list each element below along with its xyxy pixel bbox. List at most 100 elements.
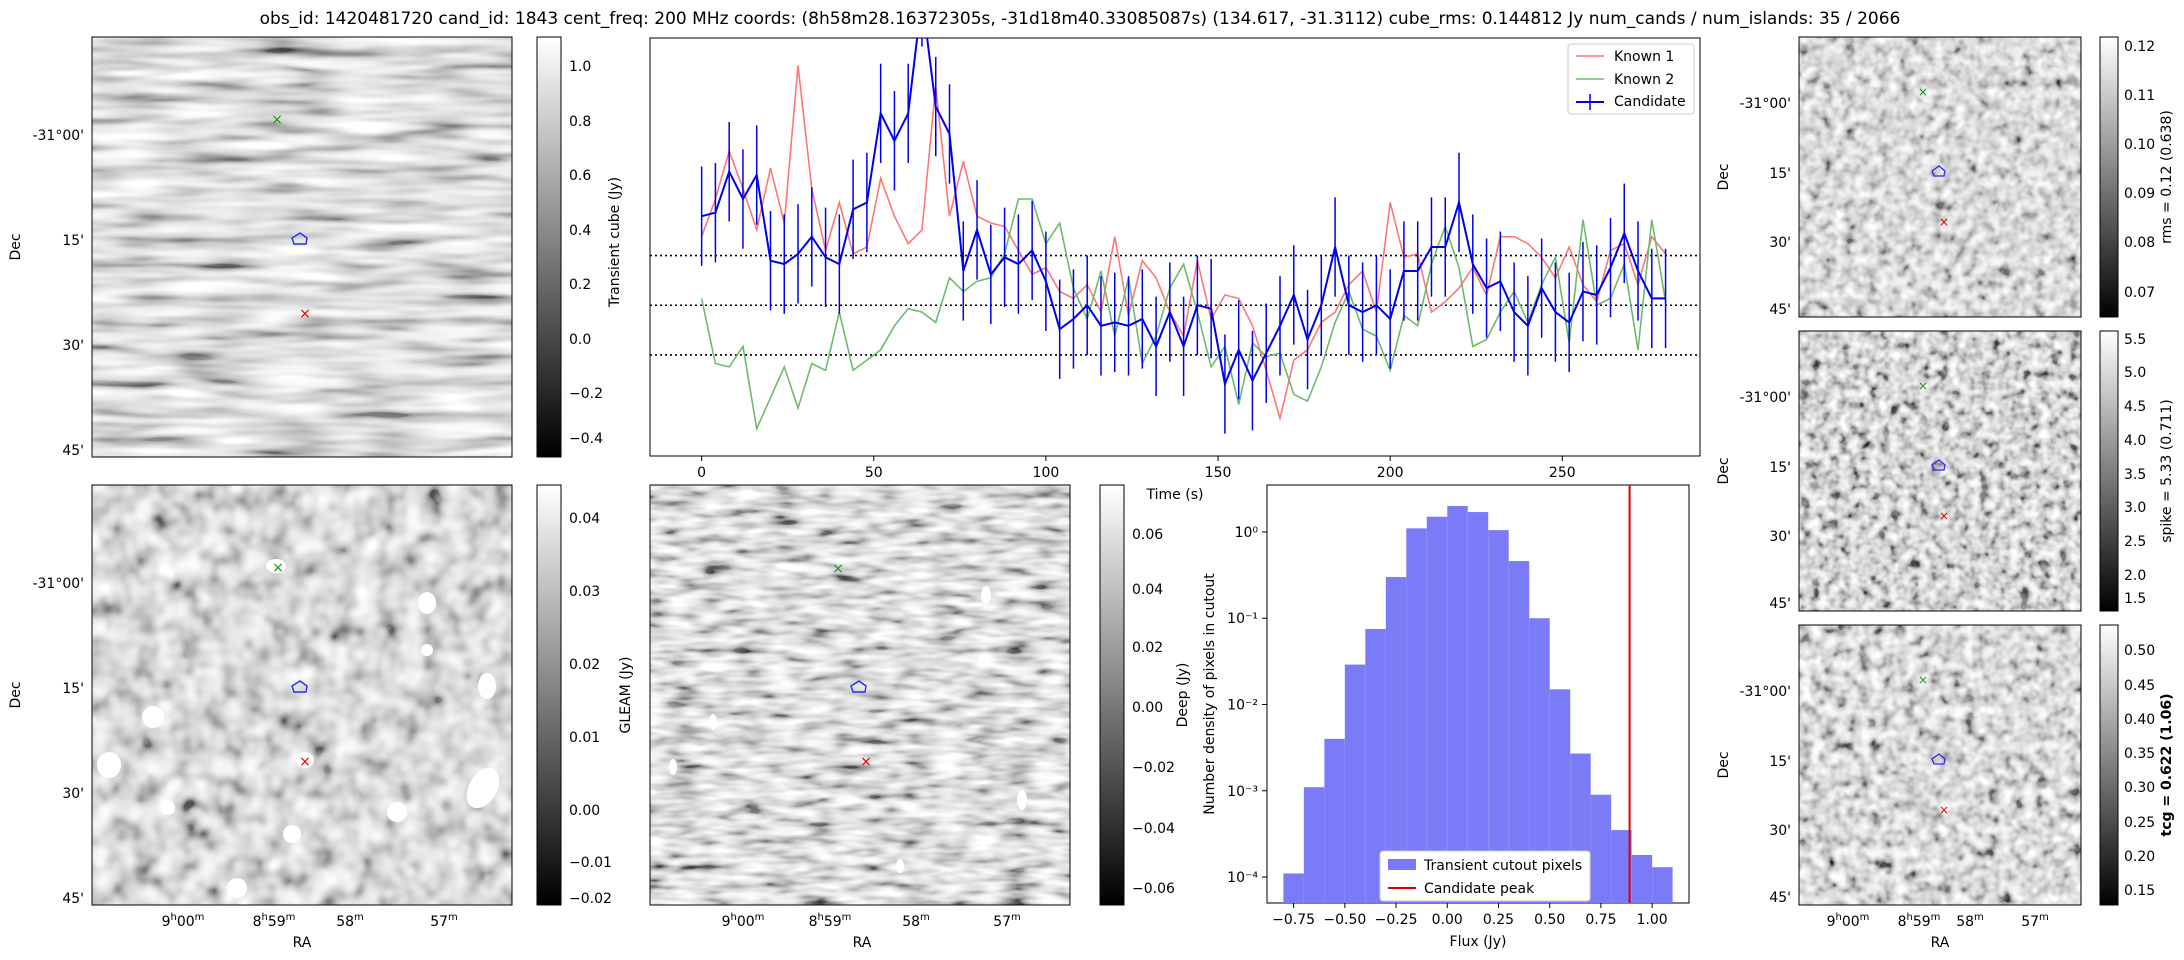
y-tick-label: 10⁻² xyxy=(1227,697,1258,713)
x-tick-label: −0.50 xyxy=(1323,912,1366,928)
dec-tick-label: 15' xyxy=(62,233,84,249)
dec-tick-label: 15' xyxy=(1769,754,1791,770)
colorbar-tick: 3.5 xyxy=(2124,467,2146,483)
x-tick-label: 0.50 xyxy=(1534,912,1565,928)
colorbar-tick: 0.20 xyxy=(2124,849,2155,865)
colorbar-tick: 2.5 xyxy=(2124,534,2146,550)
colorbar-tick: 4.5 xyxy=(2124,399,2146,415)
x-tick-label: 150 xyxy=(1205,465,1232,481)
deep-image xyxy=(650,485,1070,905)
ra-tick-label: 58m xyxy=(1956,912,1984,930)
candidate-beam-marker xyxy=(850,680,867,693)
known-source-marker: × xyxy=(832,561,844,577)
y-tick-label: 10⁻¹ xyxy=(1227,611,1258,627)
colorbar-tick: 0.11 xyxy=(2124,88,2155,104)
colorbar-label: rms = 0.12 (0.638) xyxy=(2159,110,2175,244)
histogram-chart: −0.75 −0.50 −0.25 0.00 0.25 0.50 0.75 1.00 10⁰ 10… xyxy=(1202,484,1690,950)
histogram-bar xyxy=(1529,618,1550,903)
x-tick-label: 1.00 xyxy=(1637,912,1668,928)
legend-entry-known1: Known 1 xyxy=(1614,49,1674,65)
dec-tick-label: -31°00' xyxy=(32,128,84,144)
histogram-bar xyxy=(1365,628,1386,903)
gleam-source xyxy=(418,592,436,614)
x-tick-label: −0.25 xyxy=(1375,912,1418,928)
colorbar-tick: 0.06 xyxy=(1132,527,1163,543)
gleam-colorbar: 0.04 0.03 0.02 0.01 0.00 −0.01 −0.02 GLE… xyxy=(536,484,634,907)
dec-tick-label: 15' xyxy=(1769,460,1791,476)
histogram-bar xyxy=(1283,873,1304,903)
histogram-bar xyxy=(1611,830,1632,903)
colorbar-tick: 0.07 xyxy=(2124,285,2155,301)
lightcurve-chart: 0 50 100 150 200 250 Time (s) Known 1 Known 2… xyxy=(649,37,1701,503)
legend-entry-known2: Known 2 xyxy=(1614,72,1674,88)
gleam-source xyxy=(227,878,247,898)
colorbar-tick: 0.10 xyxy=(2124,137,2155,153)
ra-tick-label: 9h00m xyxy=(722,912,765,930)
tcg-image xyxy=(1799,625,2081,905)
histogram-bar xyxy=(1344,664,1366,903)
x-tick-label: 250 xyxy=(1549,465,1576,481)
candidate-position-marker: × xyxy=(299,306,311,322)
lightcurve-xlabel: Time (s) xyxy=(1146,487,1204,503)
histogram-bar xyxy=(1508,561,1530,903)
colorbar-tick: 0.12 xyxy=(2124,39,2155,55)
gleam-source xyxy=(283,825,301,843)
dec-axis-label: Dec xyxy=(1716,457,1732,484)
ra-tick-label: 57m xyxy=(430,912,458,930)
dec-tick-label: 30' xyxy=(1769,529,1791,545)
histogram-bar xyxy=(1488,530,1509,903)
colorbar-tick: −0.02 xyxy=(569,891,612,907)
dec-tick-label: 30' xyxy=(1769,235,1791,251)
colorbar-tick: 4.0 xyxy=(2124,433,2146,449)
histogram-bar xyxy=(1324,738,1345,903)
ra-tick-label: 8h59m xyxy=(809,912,852,930)
gleam-source xyxy=(97,752,121,778)
dec-tick-label: -31°00' xyxy=(1739,684,1791,700)
candidate-beam-marker xyxy=(1931,459,1946,471)
colorbar-tick: 0.03 xyxy=(569,584,600,600)
colorbar-tick: 2.0 xyxy=(2124,568,2146,584)
dec-tick-label: 45' xyxy=(62,443,84,459)
colorbar-tick: 0.4 xyxy=(569,223,591,239)
colorbar-tick: 0.15 xyxy=(2124,883,2155,899)
legend-entry-peak: Candidate peak xyxy=(1424,881,1535,897)
candidate-position-marker: × xyxy=(860,754,872,770)
colorbar-tick: 1.0 xyxy=(569,59,591,75)
candidate-position-marker: × xyxy=(1939,215,1949,229)
colorbar-tick: 0.50 xyxy=(2124,643,2155,659)
colorbar-tick: 0.6 xyxy=(569,168,591,184)
gleam-image xyxy=(92,485,512,905)
colorbar-label: Deep (Jy) xyxy=(1175,663,1191,728)
colorbar-tick: 0.02 xyxy=(569,657,600,673)
deep-source xyxy=(1017,790,1027,810)
deep-colorbar: 0.06 0.04 0.02 0.00 −0.02 −0.04 −0.06 De… xyxy=(1099,484,1191,906)
colorbar-tick: 0.40 xyxy=(2124,712,2155,728)
colorbar-tick: 0.8 xyxy=(569,114,591,130)
x-tick-label: −0.75 xyxy=(1272,912,1315,928)
candidate-position-marker: × xyxy=(299,754,311,770)
y-tick-label: 10⁻³ xyxy=(1227,784,1258,800)
colorbar-tick: 0.00 xyxy=(1132,700,1163,716)
colorbar-tick: 0.04 xyxy=(569,511,600,527)
deep-source xyxy=(981,586,991,604)
dec-tick-label: 45' xyxy=(1769,890,1791,906)
dec-tick-label: -31°00' xyxy=(1739,390,1791,406)
histogram-bar xyxy=(1590,794,1612,903)
known-source-marker: × xyxy=(271,112,283,128)
known-source-marker: × xyxy=(1918,673,1928,687)
dec-tick-label: 45' xyxy=(1769,302,1791,318)
candidate-position-marker: × xyxy=(1939,803,1949,817)
dec-tick-label: 15' xyxy=(62,681,84,697)
histogram-bar xyxy=(1631,855,1653,903)
colorbar-tick: 5.5 xyxy=(2124,332,2146,348)
colorbar-tick: 0.30 xyxy=(2124,780,2155,796)
y-tick-label: 10⁻⁴ xyxy=(1227,870,1258,886)
dec-axis-label: Dec xyxy=(1716,163,1732,190)
spike-image xyxy=(1799,331,2081,611)
colorbar-label: tcg = 0.622 (1.06) xyxy=(2159,694,2175,837)
colorbar-tick: 0.35 xyxy=(2124,746,2155,762)
x-tick-label: 0 xyxy=(697,465,706,481)
ra-axis-label: RA xyxy=(853,935,872,951)
colorbar-tick: −0.02 xyxy=(1132,760,1175,776)
